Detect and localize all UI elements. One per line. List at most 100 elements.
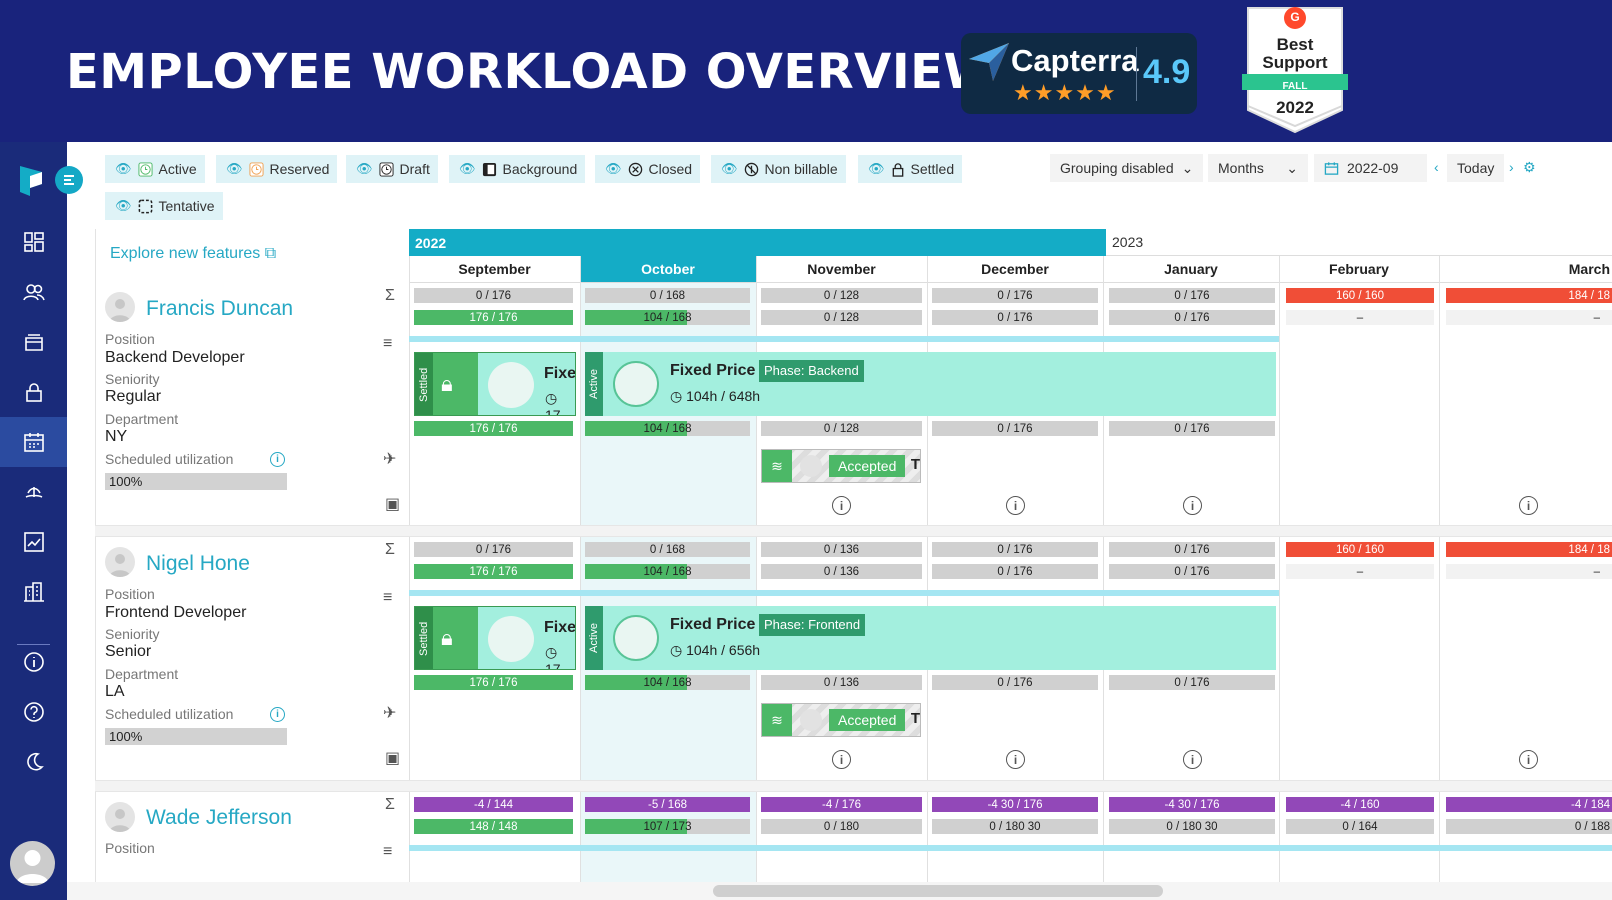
settled-project-block[interactable]: Settled 🔒︎ Fixe ◷ 17 [414,352,576,416]
filter-non-billable[interactable]: 👁 Non billable [711,155,846,183]
user-avatar[interactable] [10,841,55,886]
accepted-request-block[interactable]: ≋ Accepted T [761,449,921,483]
eye-icon[interactable]: 👁 [115,198,132,213]
filter-settled-label: Settled [910,161,955,177]
capacity-fill [585,675,688,690]
capacity-cell: 0 / 128 [761,421,922,436]
collapse-menu-button[interactable] [55,166,83,194]
filter-reserved[interactable]: 👁 Reserved [216,155,338,183]
info-icon[interactable]: i [270,452,285,467]
summary-cell: 0 / 176 [414,542,573,557]
vacation-icon[interactable]: ✈ [383,451,397,468]
info-icon[interactable]: i [832,750,851,769]
today-button[interactable]: Today [1447,154,1505,182]
nav-settled[interactable] [0,367,67,417]
align-left-icon[interactable]: ≡ [383,843,393,860]
eye-icon[interactable]: 👁 [605,161,622,176]
info-icon[interactable]: i [270,707,285,722]
align-left-icon[interactable]: ≡ [383,589,393,606]
billable-cell: 0 / 180 [761,819,922,834]
active-project-block[interactable]: Active Fixed Price ◷ 104h / 648h Phase: … [585,352,1276,416]
logo-icon[interactable] [16,162,46,198]
settled-tag: Settled [415,607,433,669]
sum-icon[interactable]: Σ [385,796,395,813]
filter-background-label: Background [502,161,578,177]
billable-value: 148 / 148 [469,820,518,833]
chevron-left-icon[interactable]: ‹ [1434,159,1439,175]
nav-vacations[interactable] [0,467,67,517]
eye-icon[interactable]: 👁 [226,161,243,176]
employee-name[interactable]: Francis Duncan [146,297,294,320]
nav-help[interactable] [0,687,67,737]
accepted-label: Accepted [829,455,906,477]
nav-people[interactable] [0,267,67,317]
gear-icon[interactable]: ⚙ [1523,159,1536,175]
accepted-request-block[interactable]: ≋ Accepted T [761,703,921,737]
eye-icon[interactable]: 👁 [459,161,476,176]
info-icon[interactable]: i [1006,496,1025,515]
horizontal-scrollbar[interactable] [67,882,1612,900]
eye-icon[interactable]: 👁 [868,161,885,176]
capacity-value: 176 / 176 [469,676,518,689]
info-icon[interactable]: i [1183,750,1202,769]
nav-company[interactable] [0,567,67,617]
filter-draft[interactable]: 👁 Draft [346,155,438,183]
nav-reports[interactable] [0,517,67,567]
summary-value: 0 / 176 [1174,543,1210,556]
chevron-right-icon[interactable]: › [1509,159,1514,175]
grouping-select[interactable]: Grouping disabled ⌄ [1050,154,1204,182]
eye-icon[interactable]: 👁 [356,161,373,176]
project-hours: ◷ 104h / 648h [670,388,760,405]
info-icon[interactable]: i [1519,750,1538,769]
calendar-icon[interactable]: ▣ [385,496,401,513]
settled-project-block[interactable]: Settled 🔒︎ Fixe ◷ 17 [414,606,576,670]
employee-name[interactable]: Wade Jefferson [146,806,292,829]
nav-dashboard[interactable] [0,217,67,267]
scale-select[interactable]: Months ⌄ [1208,154,1308,182]
billable-value: – [1356,565,1364,578]
align-left-icon[interactable]: ≡ [383,335,393,352]
info-icon[interactable]: i [1183,496,1202,515]
summary-cell: 0 / 136 [761,542,922,557]
vacation-icon[interactable]: ✈ [383,705,397,722]
capacity-value: 0 / 176 [997,676,1033,689]
filter-settled[interactable]: 👁 Settled [858,155,963,183]
filter-background[interactable]: 👁 Background [449,155,586,183]
nav-projects[interactable] [0,317,67,367]
allocation-strip [409,336,1279,342]
billable-value: 0 / 180 30 [989,820,1041,833]
capacity-cell: 0 / 136 [761,675,922,690]
info-icon[interactable]: i [1519,496,1538,515]
project-title: Fixed Price [670,362,756,379]
filter-closed[interactable]: 👁 Closed [595,155,701,183]
eye-icon[interactable]: 👁 [721,161,738,176]
summary-value: 0 / 176 [475,289,512,302]
summary-cell-negative: -4 / 184 [1446,797,1612,812]
scrollbar-thumb[interactable] [713,885,1163,897]
nav-info[interactable] [0,637,67,687]
calendar-icon[interactable]: ▣ [385,750,401,767]
eye-icon[interactable]: 👁 [115,161,132,176]
summary-value: -4 30 / 176 [1164,798,1220,811]
filter-active[interactable]: 👁 Active [105,155,205,183]
active-project-block[interactable]: Active Fixed Price ◷ 104h / 656h Phase: … [585,606,1276,670]
nav-dark-mode[interactable] [0,737,67,787]
employee-name[interactable]: Nigel Hone [146,552,250,575]
info-icon[interactable]: i [1006,750,1025,769]
lock-icon [25,383,42,402]
year-2023: 2023 [1106,229,1612,256]
project-hours: ◷ 17 [545,390,575,415]
nav-schedule[interactable] [0,417,67,467]
summary-cell: 0 / 176 [1109,288,1275,303]
sum-icon[interactable]: Σ [385,287,395,304]
g2-line1: Best [1276,35,1314,54]
billable-cell: – [1286,564,1434,579]
explore-features-link[interactable]: Explore new features ⧉ [110,245,276,263]
filter-tentative[interactable]: 👁 Tentative [105,192,223,220]
seniority-value: Regular [105,388,162,405]
date-picker[interactable]: 2022-09 [1314,154,1427,182]
billable-value: 176 / 176 [469,565,518,578]
sum-icon[interactable]: Σ [385,541,395,558]
info-icon[interactable]: i [832,496,851,515]
capacity-cell: 176 / 176 [414,421,573,436]
